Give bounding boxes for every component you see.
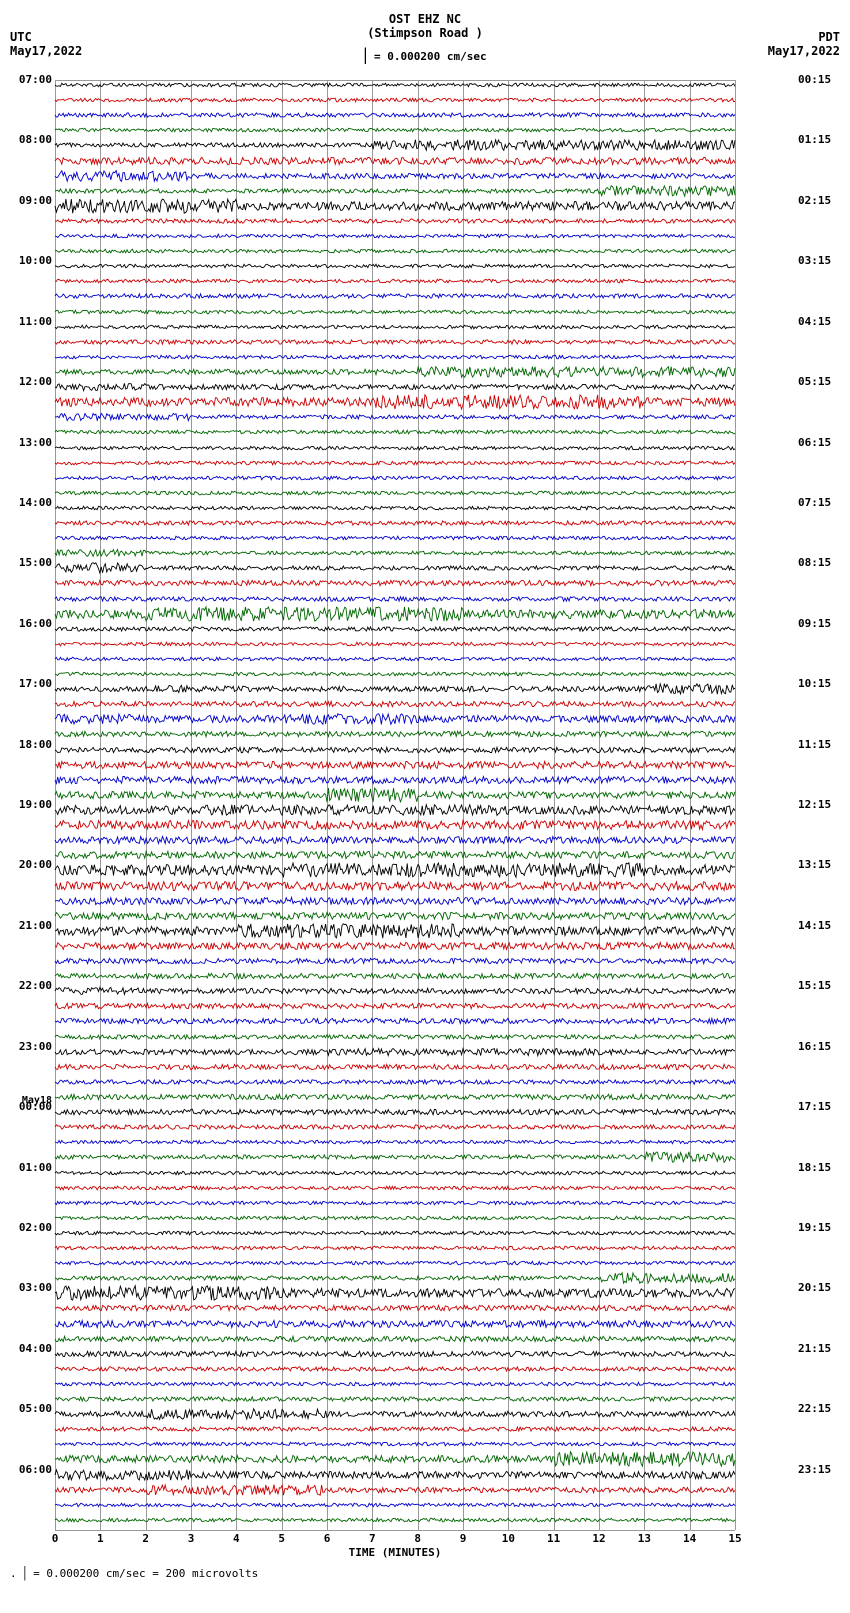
station-code: OST EHZ NC — [10, 12, 840, 26]
x-tick: 11 — [547, 1532, 560, 1545]
x-tick: 3 — [188, 1532, 195, 1545]
pdt-hour-label: 12:15 — [798, 799, 840, 811]
footer-bar-icon: | — [23, 1564, 26, 1581]
scale-note-text: = 0.000200 cm/sec — [374, 50, 487, 63]
utc-hour-label: 16:00 — [10, 618, 52, 630]
date-left: May17,2022 — [10, 44, 82, 58]
utc-hour-label: 08:00 — [10, 134, 52, 146]
pdt-hour-label: 14:15 — [798, 920, 840, 932]
pdt-hour-label: 01:15 — [798, 134, 840, 146]
pdt-hour-label: 15:15 — [798, 980, 840, 992]
pdt-hour-label: 00:15 — [798, 74, 840, 86]
x-tick: 0 — [52, 1532, 59, 1545]
x-tick: 8 — [414, 1532, 421, 1545]
pdt-hour-label: 02:15 — [798, 195, 840, 207]
utc-hour-label: 10:00 — [10, 255, 52, 267]
x-tick: 1 — [97, 1532, 104, 1545]
x-tick: 13 — [638, 1532, 651, 1545]
x-tick: 2 — [142, 1532, 149, 1545]
scale-note: | = 0.000200 cm/sec — [10, 44, 840, 65]
pdt-hour-label: 16:15 — [798, 1041, 840, 1053]
date-right: May17,2022 — [768, 44, 840, 58]
pdt-hour-label: 06:15 — [798, 437, 840, 449]
station-location: (Stimpson Road ) — [10, 26, 840, 40]
x-tick: 15 — [728, 1532, 741, 1545]
x-tick: 4 — [233, 1532, 240, 1545]
utc-hour-label: 19:00 — [10, 799, 52, 811]
utc-hour-label: 11:00 — [10, 316, 52, 328]
utc-hour-label: 00:00 — [10, 1101, 52, 1113]
utc-hour-label: 05:00 — [10, 1403, 52, 1415]
pdt-hour-label: 23:15 — [798, 1464, 840, 1476]
utc-hour-label: 22:00 — [10, 980, 52, 992]
utc-hour-label: 06:00 — [10, 1464, 52, 1476]
footer-text: = 0.000200 cm/sec = 200 microvolts — [33, 1567, 258, 1580]
pdt-hour-label: 09:15 — [798, 618, 840, 630]
utc-hour-label: 21:00 — [10, 920, 52, 932]
pdt-hour-label: 05:15 — [798, 376, 840, 388]
header-left: UTC May17,2022 — [10, 30, 82, 58]
x-tick: 7 — [369, 1532, 376, 1545]
utc-hour-label: 18:00 — [10, 739, 52, 751]
footer: . | = 0.000200 cm/sec = 200 microvolts — [10, 1564, 840, 1582]
pdt-hour-label: 03:15 — [798, 255, 840, 267]
utc-hour-label: 20:00 — [10, 859, 52, 871]
helicorder-plot: 07:0008:0009:0010:0011:0012:0013:0014:00… — [10, 80, 840, 1560]
utc-hour-label: 17:00 — [10, 678, 52, 690]
utc-hour-label: 13:00 — [10, 437, 52, 449]
pdt-hour-label: 04:15 — [798, 316, 840, 328]
header-center: OST EHZ NC (Stimpson Road ) | = 0.000200… — [10, 10, 840, 65]
pdt-hour-label: 10:15 — [798, 678, 840, 690]
header-right: PDT May17,2022 — [768, 30, 840, 58]
x-axis-title: TIME (MINUTES) — [55, 1546, 735, 1559]
utc-hour-label: 15:00 — [10, 557, 52, 569]
pdt-hour-label: 17:15 — [798, 1101, 840, 1113]
x-tick: 6 — [324, 1532, 331, 1545]
pdt-hour-label: 18:15 — [798, 1162, 840, 1174]
x-tick: 5 — [278, 1532, 285, 1545]
utc-hour-label: 07:00 — [10, 74, 52, 86]
pdt-hour-label: 19:15 — [798, 1222, 840, 1234]
pdt-hour-label: 11:15 — [798, 739, 840, 751]
footer-prefix: . — [10, 1567, 17, 1580]
pdt-hour-label: 21:15 — [798, 1343, 840, 1355]
pdt-hour-label: 20:15 — [798, 1282, 840, 1294]
x-tick: 10 — [502, 1532, 515, 1545]
x-tick: 9 — [460, 1532, 467, 1545]
utc-hour-label: 02:00 — [10, 1222, 52, 1234]
utc-hour-label: 03:00 — [10, 1282, 52, 1294]
pdt-hour-label: 08:15 — [798, 557, 840, 569]
utc-hour-label: 01:00 — [10, 1162, 52, 1174]
x-tick: 12 — [592, 1532, 605, 1545]
utc-hour-label: 14:00 — [10, 497, 52, 509]
utc-hour-label: 12:00 — [10, 376, 52, 388]
tz-left: UTC — [10, 30, 82, 44]
utc-hour-label: 04:00 — [10, 1343, 52, 1355]
x-axis: TIME (MINUTES) 0123456789101112131415 — [55, 1532, 735, 1562]
pdt-hour-label: 07:15 — [798, 497, 840, 509]
utc-hour-label: 23:00 — [10, 1041, 52, 1053]
tz-right: PDT — [768, 30, 840, 44]
pdt-hour-label: 22:15 — [798, 1403, 840, 1415]
scale-bar-icon: | — [363, 44, 367, 64]
pdt-hour-label: 13:15 — [798, 859, 840, 871]
trace-row — [55, 1515, 735, 1530]
utc-hour-label: 09:00 — [10, 195, 52, 207]
x-tick: 14 — [683, 1532, 696, 1545]
